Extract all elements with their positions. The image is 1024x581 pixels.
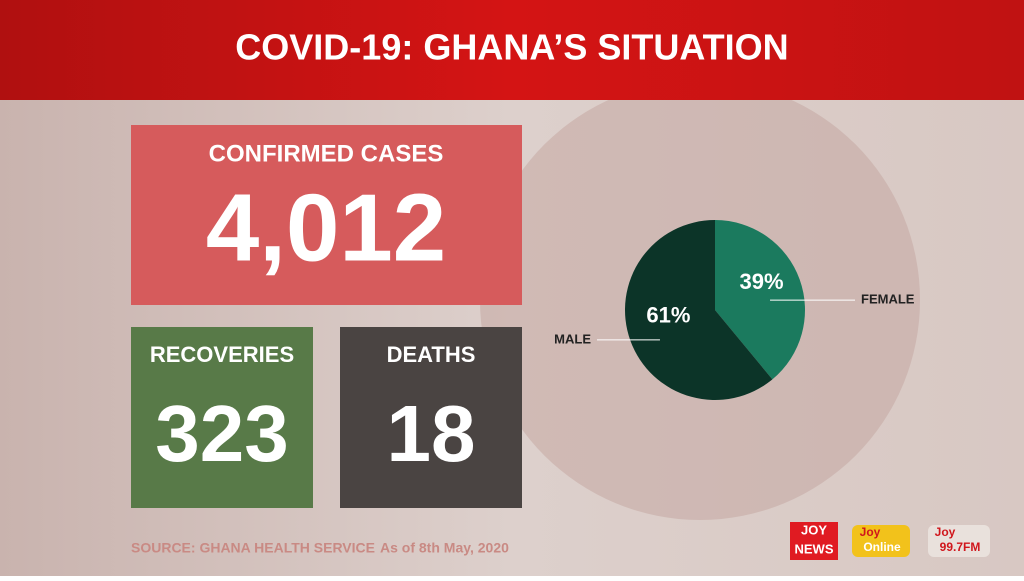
card-value: 18	[387, 389, 476, 478]
slice-label: 39%	[740, 269, 784, 294]
logo-text: 99.7FM	[940, 540, 981, 554]
title: COVID-19: GHANA’S SITUATION	[235, 27, 788, 68]
category-label: MALE	[554, 331, 591, 346]
joy-online-logo	[852, 525, 910, 557]
pie-slice	[715, 220, 805, 380]
logo-text: JOY	[801, 522, 827, 537]
joy-news-logo	[790, 522, 838, 560]
card-label: DEATHS	[387, 342, 476, 367]
card-label: RECOVERIES	[150, 342, 294, 367]
joy-fm-logo	[928, 525, 990, 557]
card-value: 323	[155, 389, 288, 478]
slice-label: 61%	[646, 303, 690, 328]
date: As of 8th May, 2020	[380, 540, 509, 556]
deaths-card	[340, 327, 522, 508]
confirmed-card	[131, 125, 522, 305]
logo-text: NEWS	[795, 541, 834, 556]
card-label: CONFIRMED CASES	[209, 140, 444, 167]
card-value: 4,012	[206, 174, 446, 281]
recoveries-card	[131, 327, 313, 508]
logo-text: Joy	[860, 525, 881, 539]
pie-slice	[625, 220, 773, 401]
gender-pie: 39% FEMALE 61% MALE	[554, 220, 915, 401]
logo-text: Joy	[935, 525, 956, 539]
logo-text: Online	[863, 540, 901, 554]
header-band	[0, 0, 1024, 100]
source: SOURCE: GHANA HEALTH SERVICE	[131, 540, 375, 556]
category-label: FEMALE	[861, 292, 915, 307]
